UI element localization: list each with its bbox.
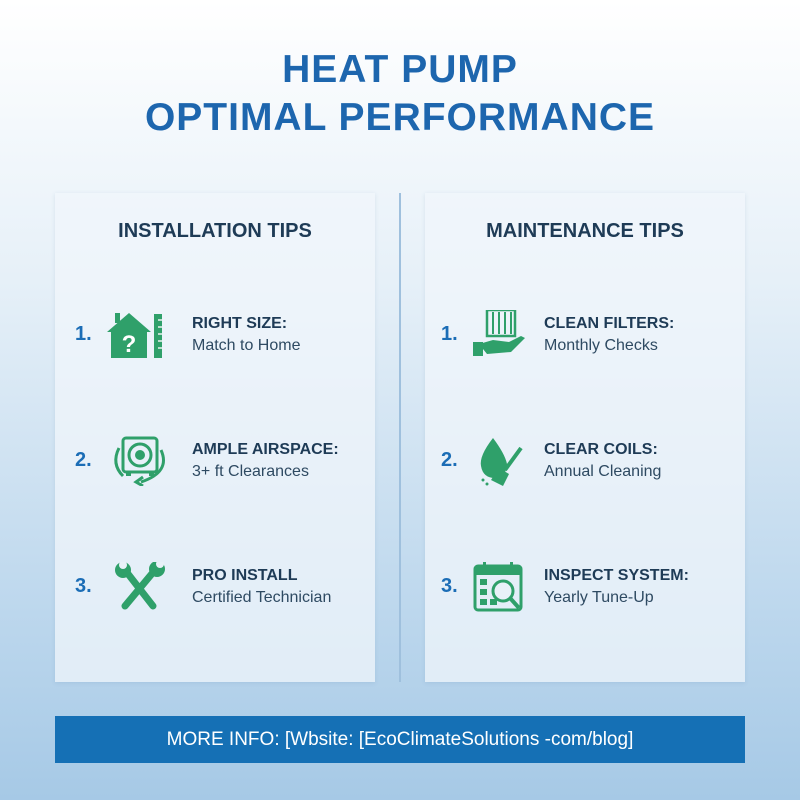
item-number: 2.	[441, 449, 458, 471]
item-number: 1.	[75, 323, 92, 345]
item-number: 3.	[441, 575, 458, 597]
more-info-banner: MORE INFO: [Wbsite: [EcoClimateSolutions…	[55, 716, 745, 763]
maintenance-panel	[425, 193, 745, 682]
item-title: CLEAR COILS:	[544, 441, 658, 458]
drop-brush-icon	[480, 438, 523, 486]
installation-heading: INSTALLATION TIPS	[118, 220, 312, 242]
item-number: 1.	[441, 323, 458, 345]
item-title: AMPLE AIRSPACE:	[192, 441, 339, 458]
house-question-ruler-icon: ?	[107, 313, 162, 358]
title-line-2: OPTIMAL PERFORMANCE	[144, 96, 656, 139]
crossed-wrenches-icon	[115, 562, 165, 610]
item-subtitle: Match to Home	[192, 337, 301, 354]
item-subtitle: Yearly Tune-Up	[544, 589, 654, 606]
maintenance-heading: MAINTENANCE TIPS	[486, 220, 684, 242]
item-title: INSPECT SYSTEM:	[544, 567, 689, 584]
item-subtitle: Monthly Checks	[544, 337, 658, 354]
item-number: 3.	[75, 575, 92, 597]
title-line-1: HEAT PUMP	[282, 48, 518, 91]
hand-filter-icon	[473, 310, 525, 356]
divider	[399, 193, 401, 682]
item-title: PRO INSTALL	[192, 567, 298, 584]
item-title: CLEAN FILTERS:	[544, 315, 675, 332]
svg-text:?: ?	[122, 331, 137, 358]
item-subtitle: Certified Technician	[192, 589, 332, 606]
fan-unit-circulation-icon	[114, 436, 165, 486]
calendar-magnifier-icon	[473, 562, 523, 612]
installation-panel	[55, 193, 375, 682]
item-subtitle: Annual Cleaning	[544, 463, 662, 480]
item-subtitle: 3+ ft Clearances	[192, 463, 309, 480]
item-title: RIGHT SIZE:	[192, 315, 288, 332]
item-number: 2.	[75, 449, 92, 471]
